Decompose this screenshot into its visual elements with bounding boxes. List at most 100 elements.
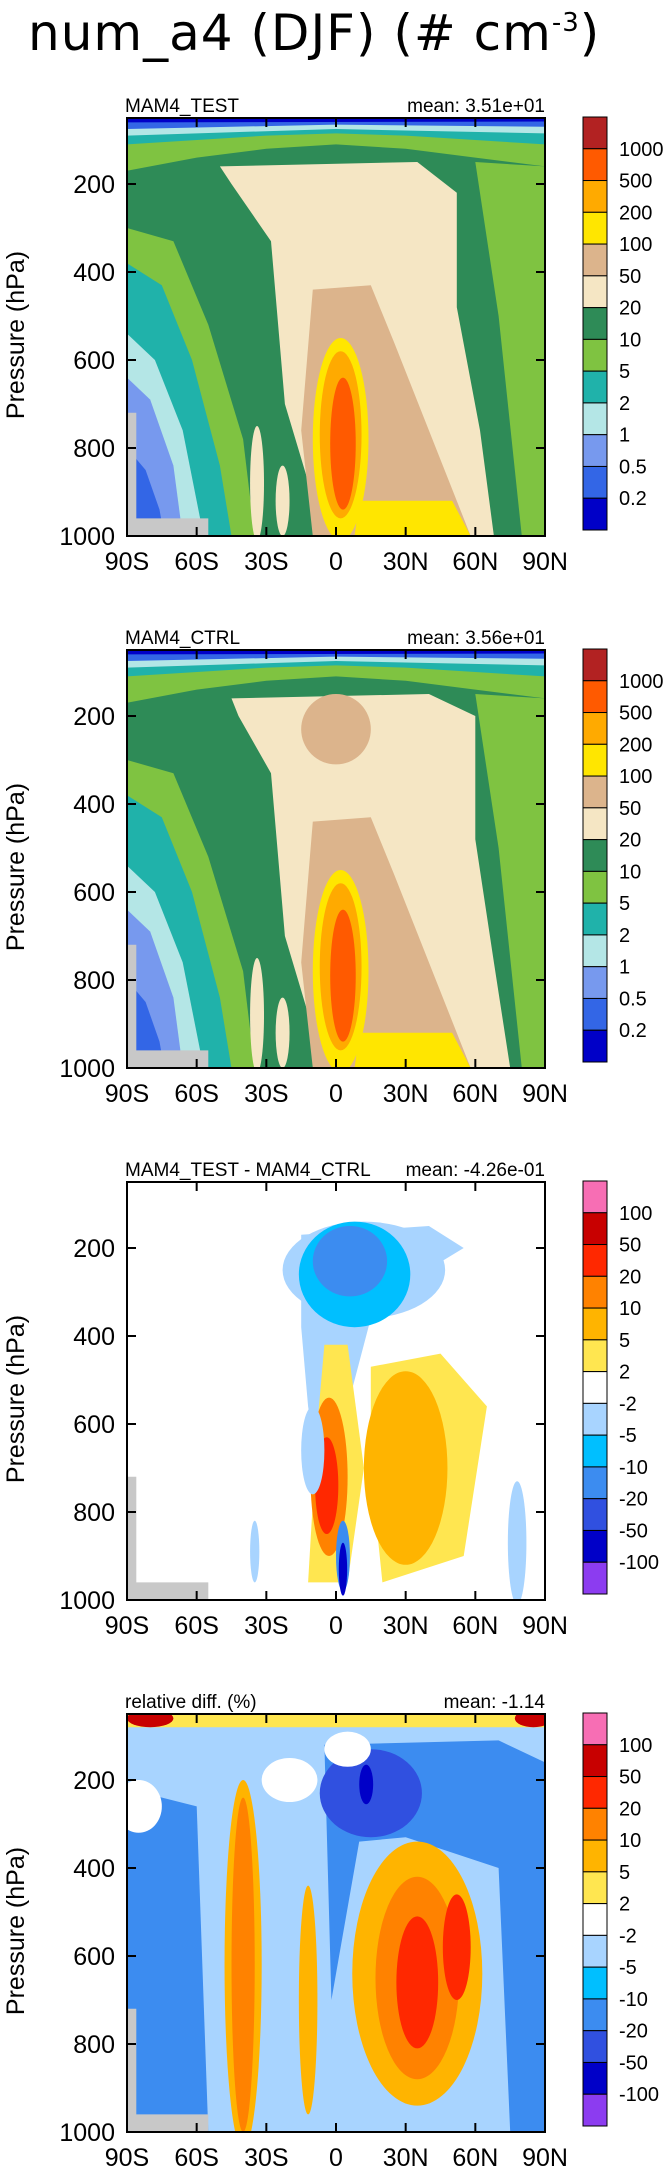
colorbar-label: -2 bbox=[619, 1393, 637, 1415]
colorbar-swatch bbox=[582, 743, 608, 777]
x-tick-label: 90N bbox=[522, 548, 568, 576]
colorbar-swatch bbox=[582, 307, 608, 340]
colorbar-swatch bbox=[582, 1998, 608, 2032]
y-tick-label: 200 bbox=[73, 703, 115, 731]
x-tick-label: 90S bbox=[105, 1612, 149, 1640]
colorbar-label: 5 bbox=[619, 1862, 630, 1884]
colorbar-swatch bbox=[582, 1307, 608, 1341]
colorbar-swatch bbox=[582, 2061, 608, 2095]
colorbar-swatch bbox=[582, 1244, 608, 1277]
colorbar-swatch bbox=[582, 2030, 608, 2063]
colorbar-swatch bbox=[582, 338, 608, 372]
colorbar-swatch bbox=[582, 243, 608, 277]
y-axis-label: Pressure (hPa) bbox=[2, 1847, 30, 2015]
colorbar-swatch bbox=[582, 839, 608, 872]
x-tick-label: 60N bbox=[452, 1612, 498, 1640]
colorbar-swatch bbox=[582, 1712, 608, 1746]
colorbar-swatch bbox=[582, 1903, 608, 1936]
colorbar-swatch bbox=[582, 997, 608, 1031]
y-tick-label: 400 bbox=[73, 1855, 115, 1883]
colorbar-swatch bbox=[582, 1807, 608, 1841]
colorbar-swatch bbox=[582, 148, 608, 182]
contour-field bbox=[127, 1182, 545, 1600]
colorbar-swatch bbox=[582, 1561, 608, 1595]
panel-1: MAM4_TEST mean: 3.51e+012004006008001000P… bbox=[2, 96, 664, 576]
colorbar-label: 200 bbox=[619, 734, 652, 756]
colorbar-label: 20 bbox=[619, 298, 641, 320]
colorbar-label: -100 bbox=[619, 1552, 659, 1574]
colorbar-label: 5 bbox=[619, 893, 630, 915]
panel-label: MAM4_TEST bbox=[125, 96, 239, 117]
colorbar: 100 50 20 10 5 2 -2 -5 -10 -20 -50 -100 bbox=[582, 1712, 659, 2127]
contour-field bbox=[127, 1714, 545, 2132]
colorbar-label: 1 bbox=[619, 425, 630, 447]
colorbar-label: 2 bbox=[619, 1894, 630, 1916]
colorbar-swatch bbox=[582, 1934, 608, 1968]
colorbar-label: -20 bbox=[619, 2021, 648, 2043]
panel-label: relative diff. (%) bbox=[125, 1692, 257, 1713]
colorbar-swatch bbox=[582, 1498, 608, 1531]
y-tick-label: 400 bbox=[73, 791, 115, 819]
x-tick-label: 0 bbox=[329, 548, 343, 576]
x-tick-label: 30N bbox=[383, 548, 429, 576]
colorbar-label: 0.5 bbox=[619, 456, 647, 478]
colorbar-label: -50 bbox=[619, 1520, 648, 1542]
y-tick-label: 1000 bbox=[59, 1587, 115, 1615]
colorbar-label: -2 bbox=[619, 1925, 637, 1947]
colorbar-swatch bbox=[582, 2093, 608, 2127]
y-tick-label: 800 bbox=[73, 967, 115, 995]
colorbar-label: 50 bbox=[619, 798, 641, 820]
panel-label: MAM4_TEST - MAM4_CTRL bbox=[125, 1160, 371, 1181]
colorbar-swatch bbox=[582, 1180, 608, 1214]
x-tick-label: 60S bbox=[174, 1080, 218, 1108]
colorbar-swatch bbox=[582, 775, 608, 809]
contour-field bbox=[127, 650, 545, 1068]
panel-4: relative diff. (%) mean: -1.1420040060080… bbox=[2, 1692, 659, 2172]
colorbar-swatch bbox=[582, 497, 608, 531]
colorbar-label: 0.5 bbox=[619, 988, 647, 1010]
colorbar-label: -10 bbox=[619, 1989, 648, 2011]
figure-title: num_a4 (DJF) (# cm-3) bbox=[28, 4, 600, 62]
colorbar-swatch bbox=[582, 434, 608, 467]
x-tick-label: 60N bbox=[452, 1080, 498, 1108]
y-tick-label: 600 bbox=[73, 1411, 115, 1439]
colorbar-label: -10 bbox=[619, 1457, 648, 1479]
colorbar-swatch bbox=[582, 1529, 608, 1563]
x-tick-label: 90N bbox=[522, 2144, 568, 2172]
x-tick-label: 60S bbox=[174, 548, 218, 576]
colorbar-swatch bbox=[582, 465, 608, 499]
x-tick-label: 30S bbox=[244, 2144, 288, 2172]
y-axis-label: Pressure (hPa) bbox=[2, 783, 30, 951]
colorbar-swatch bbox=[582, 712, 608, 745]
x-tick-label: 90S bbox=[105, 1080, 149, 1108]
y-tick-label: 200 bbox=[73, 1235, 115, 1263]
colorbar-swatch bbox=[582, 1776, 608, 1809]
colorbar-label: 1 bbox=[619, 957, 630, 979]
colorbar-label: 50 bbox=[619, 266, 641, 288]
mean-label: mean: -1.14 bbox=[444, 1692, 546, 1713]
colorbar-swatch bbox=[582, 1402, 608, 1436]
colorbar-label: 1000 bbox=[619, 671, 664, 693]
colorbar-label: 50 bbox=[619, 1235, 641, 1257]
colorbar-label: 2 bbox=[619, 925, 630, 947]
colorbar-swatch bbox=[582, 1339, 608, 1373]
x-tick-label: 90S bbox=[105, 2144, 149, 2172]
y-tick-label: 1000 bbox=[59, 2119, 115, 2147]
colorbar-swatch bbox=[582, 1871, 608, 1905]
colorbar-swatch bbox=[582, 934, 608, 968]
y-tick-label: 800 bbox=[73, 435, 115, 463]
y-tick-label: 400 bbox=[73, 1323, 115, 1351]
y-tick-label: 400 bbox=[73, 259, 115, 287]
x-tick-label: 60S bbox=[174, 2144, 218, 2172]
x-tick-label: 90N bbox=[522, 1612, 568, 1640]
colorbar-swatch bbox=[582, 1839, 608, 1873]
colorbar-label: 500 bbox=[619, 703, 652, 725]
y-tick-label: 600 bbox=[73, 879, 115, 907]
panel-2: MAM4_CTRL mean: 3.56e+012004006008001000P… bbox=[2, 628, 664, 1108]
colorbar: 100 50 20 10 5 2 -2 -5 -10 -20 -50 -100 bbox=[582, 1180, 659, 1595]
x-tick-label: 60S bbox=[174, 1612, 218, 1640]
colorbar-label: 20 bbox=[619, 830, 641, 852]
panel-label: MAM4_CTRL bbox=[125, 628, 240, 649]
colorbar-swatch bbox=[582, 1212, 608, 1246]
